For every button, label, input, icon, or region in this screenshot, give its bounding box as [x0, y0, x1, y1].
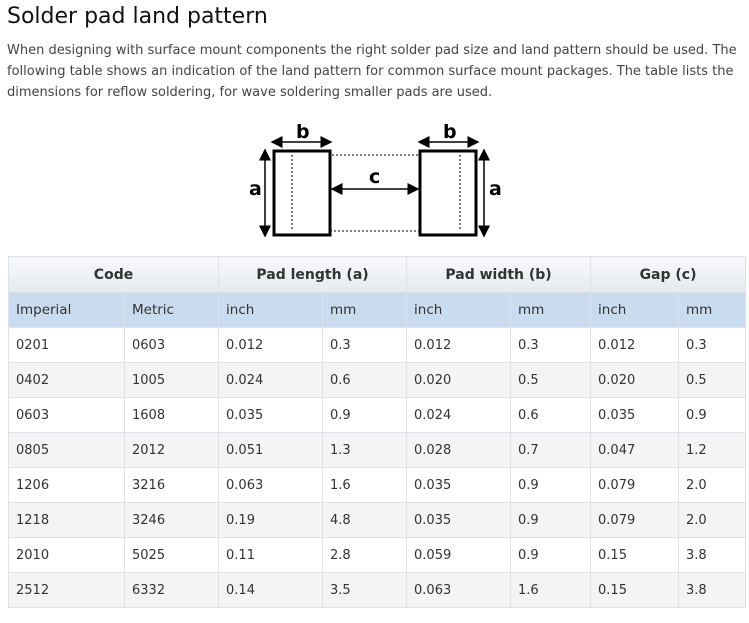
table-cell: 0.7 [510, 432, 592, 468]
table-cell: 0.15 [590, 572, 680, 608]
table-row: 2010 5025 0.11 2.8 0.059 0.9 0.15 3.8 [8, 537, 747, 573]
table-cell: 0.3 [322, 327, 408, 363]
table-cell: 0.3 [678, 327, 747, 363]
table-cell: 3.8 [678, 537, 747, 573]
table-cell: 2010 [8, 537, 125, 573]
unit-header-cell: Metric [123, 292, 220, 328]
table-row: 0402 1005 0.024 0.6 0.020 0.5 0.020 0.5 [8, 362, 747, 398]
table-row: 1218 3246 0.19 4.8 0.035 0.9 0.079 2.0 [8, 502, 747, 538]
table-cell: 1.3 [322, 432, 408, 468]
table-cell: 0.9 [678, 397, 747, 433]
label-b-left: b [296, 121, 310, 143]
table-cell: 1.6 [510, 572, 592, 608]
table-cell: 2.0 [678, 502, 747, 538]
table-cell: 0.047 [590, 432, 680, 468]
table-cell: 0.079 [590, 502, 680, 538]
table-cell: 0.024 [218, 362, 324, 398]
table-cell: 6332 [123, 572, 220, 608]
table-row: 0805 2012 0.051 1.3 0.028 0.7 0.047 1.2 [8, 432, 747, 468]
table-row: 0603 1608 0.035 0.9 0.024 0.6 0.035 0.9 [8, 397, 747, 433]
table-cell: 0.035 [406, 467, 512, 503]
table-row: 1206 3216 0.063 1.6 0.035 0.9 0.079 2.0 [8, 467, 747, 503]
right-pad [418, 149, 478, 237]
table-cell: 0.6 [510, 397, 592, 433]
table-cell: 1206 [8, 467, 125, 503]
table-row: 2512 6332 0.14 3.5 0.063 1.6 0.15 3.8 [8, 572, 747, 608]
table-cell: 0.012 [218, 327, 324, 363]
unit-header-cell: Imperial [8, 292, 125, 328]
table-cell: 0.6 [322, 362, 408, 398]
table-cell: 0.14 [218, 572, 324, 608]
table-cell: 0.020 [590, 362, 680, 398]
table-cell: 0603 [8, 397, 125, 433]
label-b-right: b [443, 121, 457, 143]
group-header-cell: Pad width (b) [406, 256, 592, 293]
table-cell: 3.8 [678, 572, 747, 608]
table-cell: 0.9 [510, 467, 592, 503]
table-cell: 4.8 [322, 502, 408, 538]
table-cell: 0.19 [218, 502, 324, 538]
land-pattern-table: Code Pad length (a) Pad width (b) Gap (c… [7, 256, 747, 608]
table-cell: 2.8 [322, 537, 408, 573]
table-cell: 0.079 [590, 467, 680, 503]
group-header-cell: Code [7, 256, 220, 293]
table-row: 0201 0603 0.012 0.3 0.012 0.3 0.012 0.3 [8, 327, 747, 363]
unit-header-cell: mm [678, 292, 747, 328]
page-title: Solder pad land pattern [7, 4, 268, 29]
table-cell: 3246 [123, 502, 220, 538]
table-cell: 0.11 [218, 537, 324, 573]
table-cell: 0.051 [218, 432, 324, 468]
table-cell: 0.063 [218, 467, 324, 503]
table-cell: 1005 [123, 362, 220, 398]
table-cell: 0.9 [510, 502, 592, 538]
table-cell: 0.012 [406, 327, 512, 363]
table-cell: 5025 [123, 537, 220, 573]
table-cell: 2512 [8, 572, 125, 608]
table-cell: 1.6 [322, 467, 408, 503]
unit-header-cell: mm [322, 292, 408, 328]
table-cell: 1218 [8, 502, 125, 538]
table-cell: 0.5 [678, 362, 747, 398]
table-cell: 0.9 [322, 397, 408, 433]
group-header-cell: Gap (c) [590, 256, 747, 293]
table-cell: 0.028 [406, 432, 512, 468]
table-cell: 0201 [8, 327, 125, 363]
table-cell: 0.035 [218, 397, 324, 433]
table-cell: 0.059 [406, 537, 512, 573]
label-a-right: a [489, 178, 502, 200]
table-cell: 0805 [8, 432, 125, 468]
table-cell: 0.035 [406, 502, 512, 538]
table-cell: 3216 [123, 467, 220, 503]
table-cell: 0.063 [406, 572, 512, 608]
unit-header-cell: inch [406, 292, 512, 328]
table-cell: 0603 [123, 327, 220, 363]
table-cell: 0.9 [510, 537, 592, 573]
label-c: c [369, 166, 380, 188]
table-cell: 0.024 [406, 397, 512, 433]
table-cell: 0.020 [406, 362, 512, 398]
table-cell: 3.5 [322, 572, 408, 608]
table-cell: 0.012 [590, 327, 680, 363]
table-cell: 1.2 [678, 432, 747, 468]
unit-header-cell: inch [218, 292, 324, 328]
unit-header-row: Imperial Metric inch mm inch mm inch mm [8, 292, 747, 328]
intro-paragraph: When designing with surface mount compon… [7, 43, 737, 100]
land-pattern-diagram: b b a a c [249, 121, 502, 238]
left-pad [272, 149, 332, 237]
table-cell: 0402 [8, 362, 125, 398]
table-cell: 0.3 [510, 327, 592, 363]
group-header-cell: Pad length (a) [218, 256, 408, 293]
table-cell: 0.15 [590, 537, 680, 573]
table-cell: 1608 [123, 397, 220, 433]
unit-header-cell: inch [590, 292, 680, 328]
table-cell: 0.5 [510, 362, 592, 398]
unit-header-cell: mm [510, 292, 592, 328]
table-cell: 2012 [123, 432, 220, 468]
table-cell: 2.0 [678, 467, 747, 503]
group-header-row: Code Pad length (a) Pad width (b) Gap (c… [7, 256, 747, 293]
label-a-left: a [249, 178, 262, 200]
table-cell: 0.035 [590, 397, 680, 433]
